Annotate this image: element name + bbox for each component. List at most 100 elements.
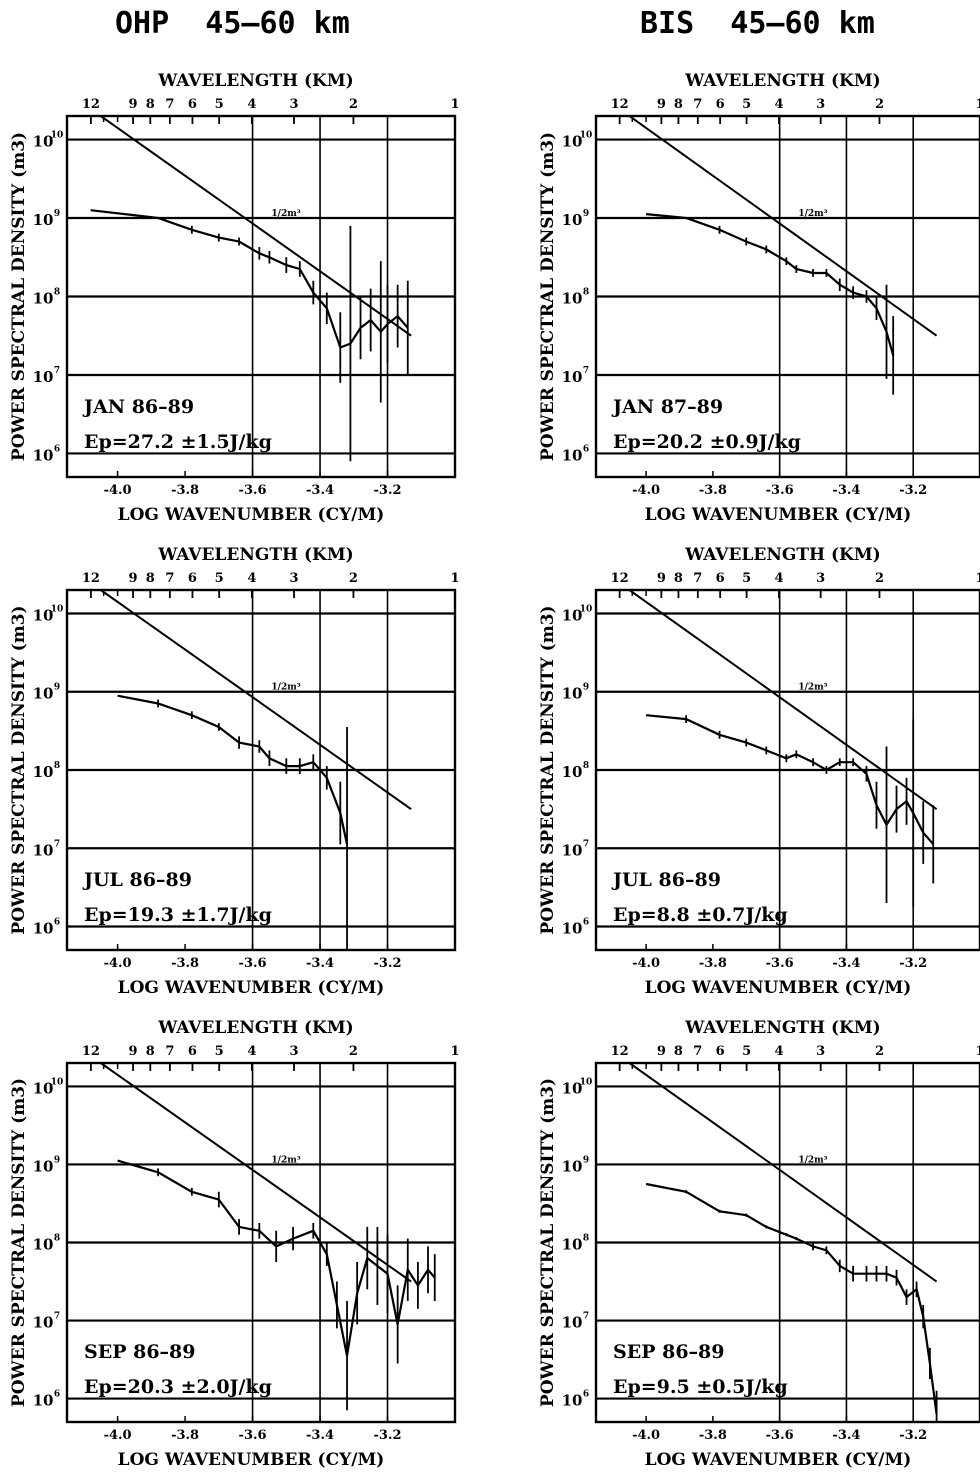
y-tick-label: 10 [33, 841, 54, 859]
reference-slope-line [100, 115, 412, 337]
x-tick-label: -3.6 [239, 956, 267, 971]
y-tick-label: 10 [562, 1157, 583, 1175]
top-tick-label: 4 [247, 1044, 256, 1059]
y-tick-exponent: 9 [583, 209, 589, 219]
column-title-ohp: OHP 45–60 km [115, 6, 350, 41]
top-tick-label: 1 [450, 571, 459, 586]
slope-label: 1/2m³ [271, 1155, 300, 1165]
top-tick-label: 1 [975, 97, 980, 112]
y-tick-label: 10 [562, 685, 583, 703]
x-tick-label: -3.8 [171, 956, 199, 971]
y-axis-label: POWER SPECTRAL DENSITY (m3) [538, 1078, 558, 1407]
y-tick-label: 10 [33, 290, 54, 308]
reference-slope-line [628, 115, 938, 337]
x-tick-label: -4.0 [104, 1428, 132, 1443]
y-tick-label: 10 [33, 920, 54, 938]
top-tick-label: 6 [716, 97, 725, 112]
y-tick-exponent: 8 [583, 761, 589, 771]
top-tick-label: 2 [875, 97, 884, 112]
x-tick-label: -3.6 [766, 483, 794, 498]
season-label: JAN 86–89 [82, 396, 194, 418]
x-axis-label: LOG WAVENUMBER (CY/M) [645, 978, 912, 998]
top-tick-label: 7 [165, 1044, 174, 1059]
top-tick-label: 7 [165, 97, 174, 112]
y-tick-exponent: 9 [583, 683, 589, 693]
season-label: JUL 86–89 [82, 869, 192, 891]
y-tick-exponent: 8 [54, 761, 60, 771]
top-tick-label: 2 [875, 1044, 884, 1059]
x-tick-label: -3.2 [899, 483, 927, 498]
top-tick-label: 3 [816, 97, 825, 112]
x-tick-label: -3.2 [374, 1428, 402, 1443]
x-axis-label: LOG WAVENUMBER (CY/M) [118, 1450, 385, 1470]
y-tick-exponent: 7 [54, 1312, 60, 1322]
top-tick-label: 3 [816, 1044, 825, 1059]
top-tick-label: 5 [215, 1044, 224, 1059]
x-tick-label: -4.0 [632, 956, 660, 971]
y-tick-label: 10 [562, 606, 583, 624]
y-tick-exponent: 7 [54, 366, 60, 376]
y-tick-label: 10 [562, 841, 583, 859]
spectrum-line [645, 1182, 938, 1415]
top-tick-label: 12 [82, 1044, 100, 1059]
top-tick-label: 1 [450, 1044, 459, 1059]
top-tick-label: 1 [975, 1044, 980, 1059]
y-tick-exponent: 9 [54, 209, 60, 219]
x-tick-label: -3.8 [699, 483, 727, 498]
top-tick-label: 6 [716, 571, 725, 586]
top-tick-label: 2 [875, 571, 884, 586]
season-label: JAN 87–89 [611, 396, 723, 418]
y-tick-label: 10 [562, 920, 583, 938]
x-tick-label: -3.6 [239, 483, 267, 498]
ep-label: Ep=20.3 ±2.0J/kg [84, 1376, 272, 1398]
top-tick-label: 4 [774, 1044, 783, 1059]
y-tick-exponent: 7 [583, 1312, 589, 1322]
y-tick-label: 10 [33, 1236, 54, 1254]
y-tick-exponent: 8 [583, 288, 589, 298]
y-tick-exponent: 8 [54, 1234, 60, 1244]
y-tick-label: 10 [562, 133, 583, 151]
x-tick-label: -3.8 [171, 483, 199, 498]
y-axis-label: POWER SPECTRAL DENSITY (m3) [9, 1078, 29, 1407]
x-tick-label: -4.0 [632, 1428, 660, 1443]
top-tick-label: 8 [146, 571, 155, 586]
top-tick-label: 4 [774, 571, 783, 586]
y-tick-exponent: 6 [54, 1390, 60, 1400]
ep-label: Ep=27.2 ±1.5J/kg [84, 431, 272, 453]
y-tick-label: 10 [33, 368, 54, 386]
y-tick-exponent: 10 [580, 604, 593, 614]
x-tick-label: -3.8 [171, 1428, 199, 1443]
y-tick-label: 10 [562, 290, 583, 308]
top-tick-label: 9 [129, 97, 138, 112]
x-tick-label: -3.8 [699, 956, 727, 971]
y-tick-label: 10 [562, 1314, 583, 1332]
top-axis-label: WAVELENGTH (KM) [157, 71, 353, 91]
top-tick-label: 1 [975, 571, 980, 586]
y-tick-exponent: 6 [54, 918, 60, 928]
x-tick-label: -3.4 [306, 1428, 334, 1443]
y-tick-label: 10 [562, 763, 583, 781]
ep-label: Ep=19.3 ±1.7J/kg [84, 904, 272, 926]
y-tick-exponent: 7 [583, 839, 589, 849]
ep-label: Ep=20.2 ±0.9J/kg [613, 431, 801, 453]
column-title-bis: BIS 45–60 km [640, 6, 875, 41]
reference-slope-line [628, 1062, 938, 1283]
top-tick-label: 8 [674, 97, 683, 112]
top-tick-label: 3 [290, 97, 299, 112]
x-axis-label: LOG WAVENUMBER (CY/M) [645, 505, 912, 525]
season-label: SEP 86–89 [613, 1341, 725, 1363]
ep-label: Ep=9.5 ±0.5J/kg [613, 1376, 788, 1398]
top-tick-label: 7 [693, 571, 702, 586]
slope-label: 1/2m³ [798, 1155, 827, 1165]
top-tick-label: 6 [188, 1044, 197, 1059]
x-axis-label: LOG WAVENUMBER (CY/M) [118, 978, 385, 998]
top-tick-label: 8 [146, 97, 155, 112]
top-tick-label: 2 [349, 1044, 358, 1059]
top-tick-label: 7 [693, 1044, 702, 1059]
top-tick-label: 3 [816, 571, 825, 586]
top-tick-label: 3 [290, 571, 299, 586]
y-tick-exponent: 8 [583, 1234, 589, 1244]
x-tick-label: -3.2 [374, 483, 402, 498]
